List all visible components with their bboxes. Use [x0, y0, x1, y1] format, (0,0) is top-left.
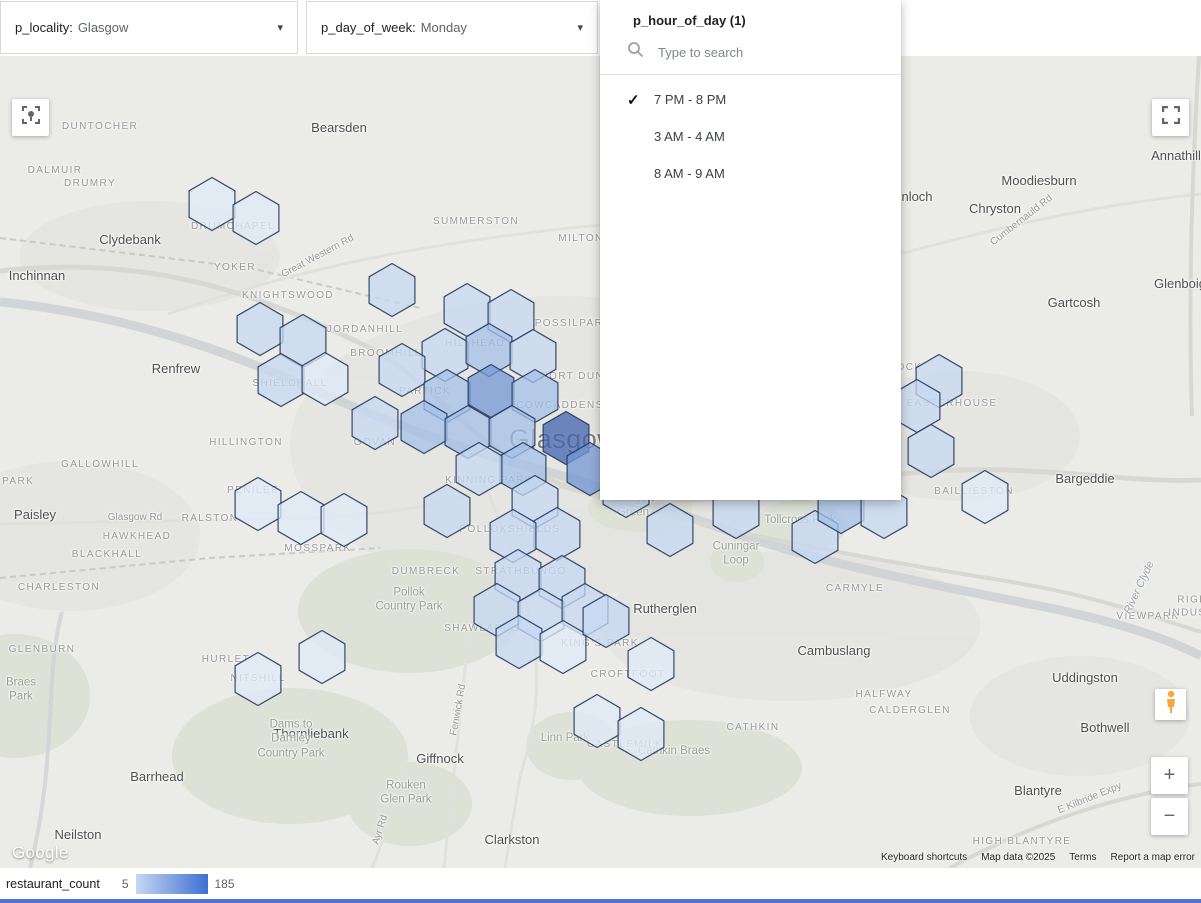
hex-bin[interactable] — [907, 423, 955, 479]
legend-min-value: 5 — [121, 876, 129, 891]
hex-bin[interactable] — [320, 492, 368, 548]
hex-bin[interactable] — [298, 629, 346, 685]
hour-of-day-dropdown: p_hour_of_day (1) ✓ 7 PM - 8 PM 3 AM - 4 A… — [600, 0, 901, 500]
recenter-button[interactable] — [12, 99, 49, 136]
filter-day-of-week[interactable]: p_day_of_week: Monday ▾ — [306, 1, 598, 54]
filter-locality-label: p_locality: — [15, 20, 73, 35]
hex-bin[interactable] — [378, 342, 426, 398]
legend-field-name: restaurant_count — [6, 876, 100, 891]
hex-bin[interactable] — [617, 706, 665, 762]
hour-option-label: 8 AM - 9 AM — [654, 166, 725, 181]
hex-bin[interactable] — [234, 476, 282, 532]
legend-gradient-bar — [135, 873, 208, 894]
hex-bin[interactable] — [236, 301, 284, 357]
hex-bin[interactable] — [573, 693, 621, 749]
map-attribution: Keyboard shortcuts Map data ©2025 Terms … — [881, 852, 1195, 863]
filter-locality[interactable]: p_locality: Glasgow ▾ — [0, 1, 298, 54]
hex-bin[interactable] — [188, 176, 236, 232]
fullscreen-button[interactable] — [1152, 99, 1189, 136]
google-logo: Google — [12, 843, 69, 862]
hex-bin[interactable] — [301, 351, 349, 407]
hex-bin[interactable] — [234, 651, 282, 707]
zoom-out-button[interactable]: − — [1151, 798, 1188, 835]
hex-bin[interactable] — [277, 490, 325, 546]
hour-option[interactable]: 8 AM - 9 AM — [600, 155, 901, 192]
hex-bin[interactable] — [351, 395, 399, 451]
bottom-accent-bar — [0, 899, 1201, 903]
check-icon: ✓ — [627, 91, 640, 109]
hex-bin[interactable] — [455, 441, 503, 497]
hour-option-label: 7 PM - 8 PM — [654, 92, 727, 107]
pegman-icon — [1163, 690, 1179, 719]
hex-layer — [188, 176, 1009, 762]
pegman-button[interactable] — [1155, 689, 1186, 720]
hour-option-label: 3 AM - 4 AM — [654, 129, 725, 144]
dropdown-title: p_hour_of_day (1) — [633, 13, 746, 28]
chevron-down-icon: ▾ — [277, 22, 283, 34]
legend-max-value: 185 — [214, 876, 235, 891]
filter-day-label: p_day_of_week: — [321, 20, 416, 35]
hex-bin[interactable] — [627, 636, 675, 692]
search-icon — [627, 41, 644, 63]
hex-bin[interactable] — [232, 190, 280, 246]
map-data-text: Map data ©2025 — [981, 852, 1056, 863]
hex-bin[interactable] — [495, 614, 543, 670]
my-location-icon — [20, 104, 42, 131]
terms-link[interactable]: Terms — [1069, 852, 1097, 863]
hour-option[interactable]: ✓ 7 PM - 8 PM — [600, 81, 901, 118]
keyboard-shortcuts-link[interactable]: Keyboard shortcuts — [881, 852, 968, 863]
filter-locality-value: Glasgow — [77, 20, 129, 35]
hex-bin[interactable] — [423, 483, 471, 539]
search-input[interactable] — [656, 43, 866, 61]
filter-day-value: Monday — [420, 20, 467, 35]
hex-bin[interactable] — [961, 469, 1009, 525]
report-error-link[interactable]: Report a map error — [1110, 852, 1195, 863]
hex-bin[interactable] — [400, 399, 448, 455]
dropdown-search-row — [600, 34, 901, 75]
hex-bin[interactable] — [582, 593, 630, 649]
zoom-in-button[interactable]: + — [1151, 757, 1188, 794]
fullscreen-icon — [1161, 105, 1180, 129]
hex-bin[interactable] — [368, 262, 416, 318]
chevron-down-icon: ▾ — [577, 22, 583, 34]
legend-footer: restaurant_count 5 185 — [0, 868, 1201, 903]
hour-options: ✓ 7 PM - 8 PM 3 AM - 4 AM 8 AM - 9 AM — [600, 75, 901, 192]
hour-option[interactable]: 3 AM - 4 AM — [600, 118, 901, 155]
hex-bin[interactable] — [646, 502, 694, 558]
